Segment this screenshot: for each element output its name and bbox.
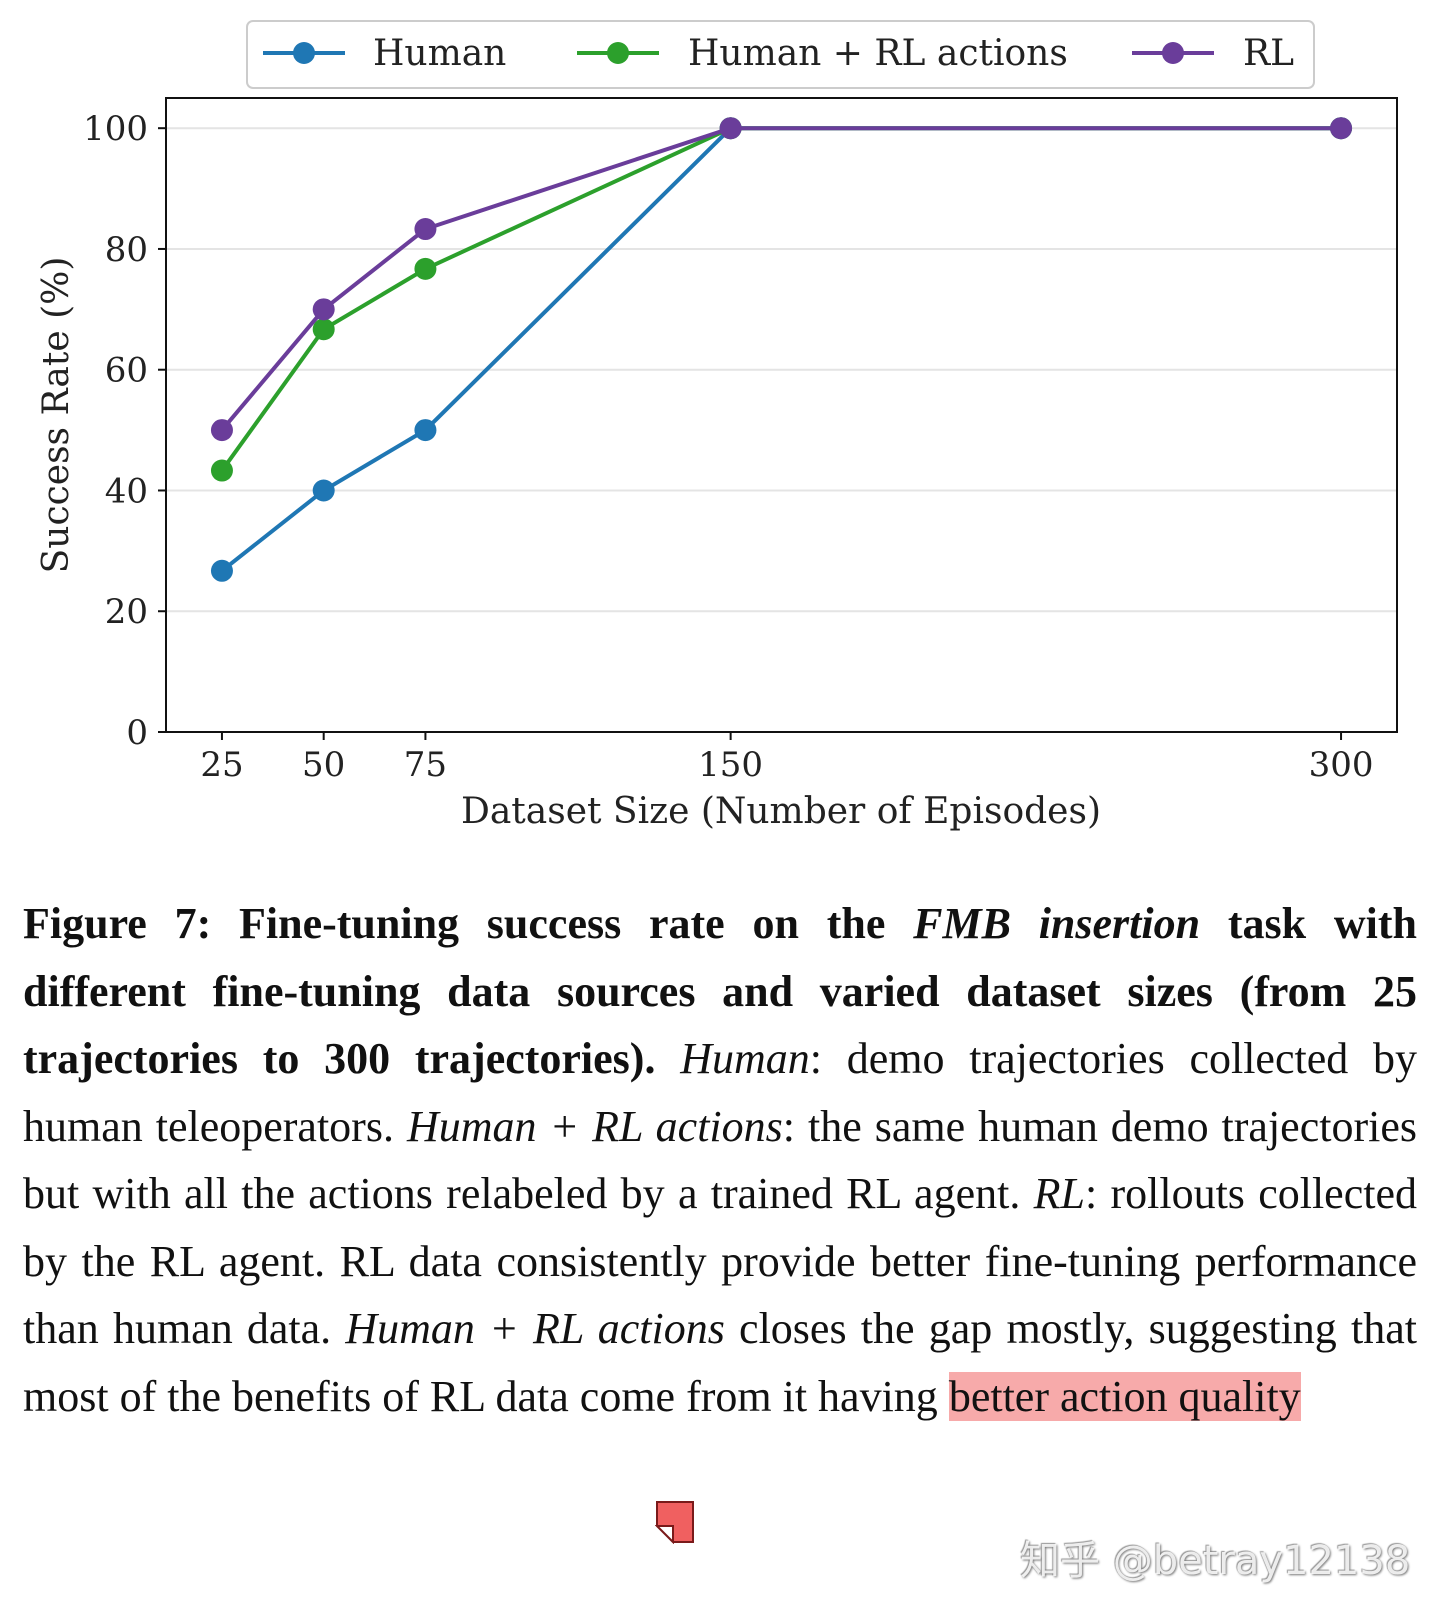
y-tick-label: 100: [83, 109, 148, 149]
line-chart: 0 20 40 60 80 100 25 50 75 150 300 Dataset Size (N…: [36, 20, 1398, 832]
caption-bold-italic: FMB insertion: [913, 899, 1201, 948]
caption-italic-3: RL: [1033, 1169, 1085, 1218]
data-point: [210, 419, 233, 442]
plot-frame: [165, 97, 1398, 733]
y-tick-label: 0: [126, 713, 148, 753]
legend-marker: [1162, 42, 1184, 64]
data-point: [312, 479, 335, 502]
y-tick-label: 80: [105, 230, 148, 270]
figure-caption: Figure 7: Fine-tuning success rate on th…: [23, 890, 1417, 1430]
data-point: [414, 257, 437, 280]
series-layer: [210, 117, 1353, 582]
caption-bold-b: task with different fine-tuning data sou…: [23, 899, 1417, 1083]
caption-text-3: : rollouts collected by the RL agent. RL…: [23, 1169, 1417, 1353]
data-point: [312, 318, 335, 341]
y-tick-label: 60: [105, 351, 148, 391]
x-tick-label: 75: [404, 745, 447, 785]
caption-italic-2: Human + RL actions: [406, 1101, 783, 1151]
series-line-rl: [220, 126, 1342, 432]
caption-text-1: : demo trajectories collected by human t…: [23, 1034, 1417, 1151]
data-point: [414, 218, 437, 241]
legend-marker: [607, 42, 629, 64]
axis-ticks: 0 20 40 60 80 100 25 50 75 150 300: [83, 109, 1373, 785]
data-point: [719, 117, 742, 140]
caption-text-2: : the same human demo trajectories but w…: [23, 1101, 1417, 1219]
data-point: [414, 419, 437, 442]
y-tick-label: 40: [105, 471, 148, 511]
caption-text-4: closes the gap mostly, suggesting that m…: [23, 1304, 1417, 1421]
legend-box: [246, 20, 1315, 89]
series-line-human: [220, 126, 1342, 573]
legend-marker: [293, 42, 315, 64]
legend: Human Human + RL actions RL: [246, 20, 1315, 89]
legend-label: Human + RL actions: [688, 33, 1068, 74]
x-tick-label: 300: [1309, 745, 1374, 785]
x-tick-label: 25: [200, 745, 243, 785]
caption-label: Figure 7:: [23, 899, 212, 948]
x-tick-label: 150: [698, 745, 763, 785]
data-point: [210, 459, 233, 482]
legend-label: RL: [1243, 33, 1294, 74]
data-point: [210, 559, 233, 582]
x-axis-label: Dataset Size (Number of Episodes): [461, 791, 1101, 832]
caption-bold-a: Fine-tuning success rate on the: [211, 899, 914, 948]
annotation-note-icon[interactable]: [655, 1500, 695, 1544]
y-axis-label: Success Rate (%): [36, 257, 77, 574]
y-tick-label: 20: [105, 592, 148, 632]
x-tick-label: 50: [302, 745, 345, 785]
series-line-human-rl-actions: [220, 126, 1342, 472]
data-point: [1330, 117, 1353, 140]
gridlines: [166, 127, 1397, 613]
legend-label: Human: [373, 33, 506, 74]
data-point: [312, 298, 335, 321]
caption-italic-1: Human: [680, 1034, 810, 1083]
watermark: 知乎 @betray12138: [1020, 1538, 1411, 1584]
highlighted-text[interactable]: better action quality: [948, 1371, 1301, 1421]
caption-italic-4: Human + RL actions: [345, 1304, 725, 1353]
